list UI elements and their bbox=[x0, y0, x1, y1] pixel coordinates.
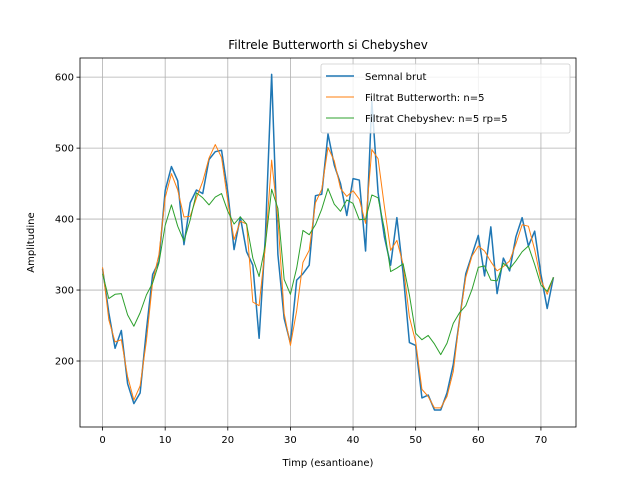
x-tick-label: 10 bbox=[159, 435, 172, 446]
legend-label-3: Filtrat Chebyshev: n=5 rp=5 bbox=[365, 114, 508, 125]
x-tick-label: 50 bbox=[409, 435, 422, 446]
series-line-2 bbox=[102, 144, 554, 409]
series-line-3 bbox=[102, 188, 554, 356]
x-tick-label: 20 bbox=[221, 435, 234, 446]
plot-frame bbox=[79, 57, 577, 428]
x-tick-label: 60 bbox=[472, 435, 485, 446]
legend-label-2: Filtrat Butterworth: n=5 bbox=[365, 93, 484, 104]
legend-label-1: Semnal brut bbox=[365, 72, 426, 83]
x-tick-label: 30 bbox=[284, 435, 297, 446]
series-lines bbox=[101, 73, 555, 411]
x-axis-label: Timp (esantioane) bbox=[282, 458, 374, 469]
chart-title: Filtrele Butterworth si Chebyshev bbox=[228, 38, 428, 52]
x-tick-label: 70 bbox=[535, 435, 548, 446]
y-tick-label: 500 bbox=[55, 144, 74, 155]
y-tick-label: 400 bbox=[55, 215, 74, 226]
legend: Semnal brut Filtrat Butterworth: n=5 Filtr… bbox=[320, 63, 571, 134]
y-axis-label: Amplitudine bbox=[26, 212, 37, 272]
x-tick-label: 0 bbox=[99, 435, 105, 446]
y-tick-label: 300 bbox=[55, 286, 74, 297]
axis-ticks: 0 10 20 30 40 50 60 70 200 300 400 500 600 bbox=[55, 73, 547, 446]
legend-box bbox=[320, 63, 571, 134]
y-tick-label: 600 bbox=[55, 73, 74, 84]
y-tick-label: 200 bbox=[55, 357, 74, 368]
series-line-1 bbox=[101, 73, 555, 411]
x-tick-label: 40 bbox=[347, 435, 360, 446]
